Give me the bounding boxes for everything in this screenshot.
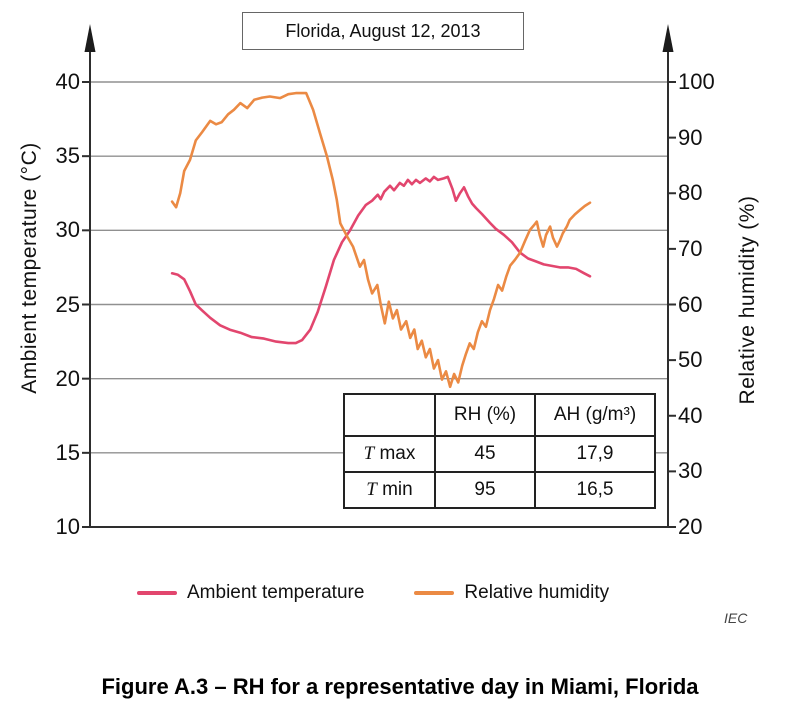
right-axis-tick-label: 80	[678, 180, 703, 206]
right-axis-tick-label: 20	[678, 514, 703, 539]
right-axis-arrow-icon	[662, 24, 674, 52]
right-axis-tick-label: 40	[678, 402, 703, 428]
right-axis-tick-label: 70	[678, 235, 703, 261]
chart-title-box: Florida, August 12, 2013	[242, 12, 524, 50]
right-axis-tick-label: 60	[678, 291, 703, 317]
inset-cell-tmax-label: T max	[343, 435, 436, 473]
legend-label-humidity: Relative humidity	[464, 582, 610, 603]
left-axis-tick-label: 25	[55, 291, 80, 317]
left-axis-tick-label: 20	[55, 365, 80, 391]
tmin-word: min	[382, 479, 413, 500]
right-axis-tick-label: 30	[678, 458, 703, 484]
inset-table: RH (%) AH (g/m³) T max 45 17,9 T min 95 …	[343, 393, 656, 509]
right-axis-tick-label: 50	[678, 347, 703, 373]
inset-header-ah: AH (g/m³)	[534, 393, 656, 437]
left-axis-tick-label: 30	[55, 217, 80, 243]
inset-header-empty	[343, 393, 436, 437]
inset-table-row-tmax: T max 45 17,9	[343, 435, 656, 473]
inset-header-rh: RH (%)	[434, 393, 536, 437]
chart-area: Ambient temperature (°C) Relative humidi…	[18, 24, 759, 539]
left-axis-arrow-icon	[84, 24, 96, 52]
temperature-line-swatch	[137, 591, 177, 595]
chart-legend: Ambient temperature Relative humidity	[137, 582, 609, 604]
tmin-symbol: T	[366, 479, 377, 500]
inset-cell-tmin-label: T min	[343, 471, 436, 509]
right-axis-title: Relative humidity (%)	[736, 195, 759, 405]
inset-cell-tmax-ah: 17,9	[534, 435, 656, 473]
legend-item-humidity: Relative humidity	[414, 582, 609, 604]
left-axis-tick-label: 35	[55, 143, 80, 169]
right-axis-tick-label: 90	[678, 124, 703, 150]
humidity-line-swatch	[414, 591, 455, 595]
inset-cell-tmax-rh: 45	[434, 435, 536, 473]
inset-cell-tmin-rh: 95	[434, 471, 536, 509]
legend-label-temperature: Ambient temperature	[187, 582, 365, 603]
tmax-word: max	[379, 443, 416, 464]
inset-table-header-row: RH (%) AH (g/m³)	[343, 393, 656, 437]
left-axis-title: Ambient temperature (°C)	[18, 142, 41, 394]
right-axis-tick-label: 100	[678, 69, 715, 94]
inset-table-row-tmin: T min 95 16,5	[343, 471, 656, 509]
legend-item-temperature: Ambient temperature	[137, 582, 364, 604]
left-axis-tick-label: 10	[55, 514, 80, 539]
inset-cell-tmin-ah: 16,5	[534, 471, 656, 509]
figure-caption: Figure A.3 – RH for a representative day…	[101, 674, 699, 699]
left-axis-tick-label: 40	[55, 69, 80, 94]
humidity-series-line	[170, 91, 592, 389]
temperature-series-line	[170, 175, 592, 345]
chart-title: Florida, August 12, 2013	[285, 20, 481, 41]
iec-credit: IEC	[724, 610, 748, 626]
tmax-symbol: T	[363, 443, 375, 464]
left-axis-tick-label: 15	[55, 439, 80, 465]
